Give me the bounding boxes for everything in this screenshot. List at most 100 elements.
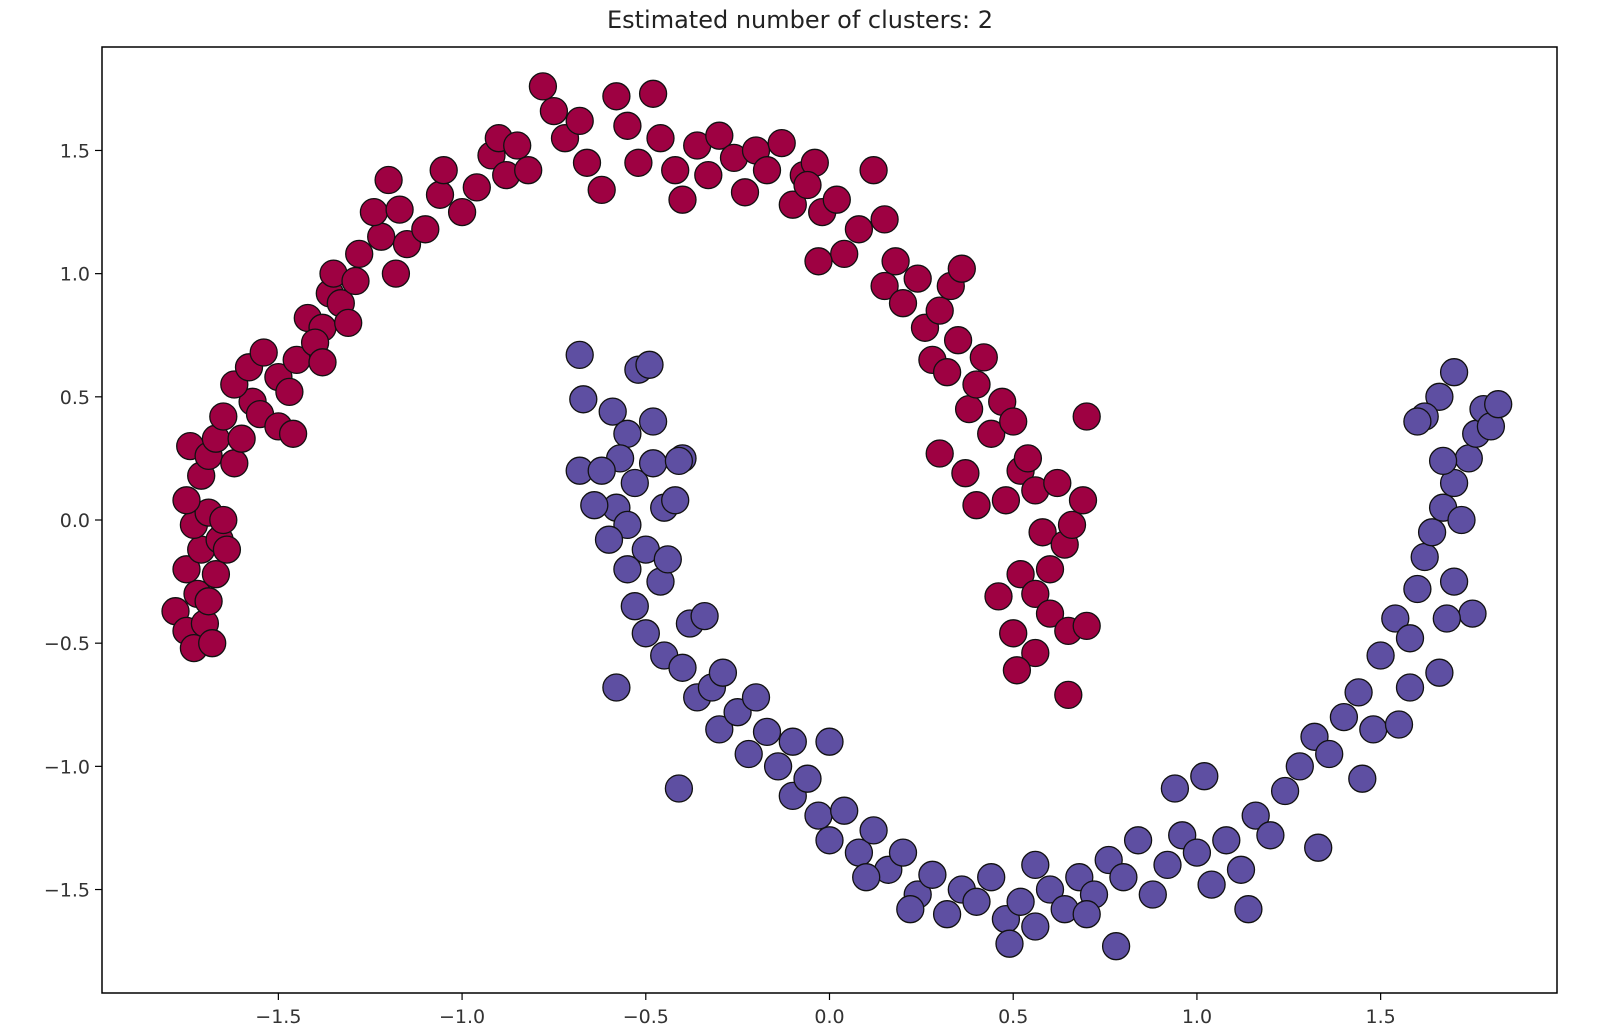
x-tick-label: 0.0 [814,1006,844,1028]
data-point-series-1-72 [1359,715,1388,744]
data-point-series-0-32 [278,419,308,448]
data-point-series-0-128 [962,491,991,520]
data-point-series-1-112 [1234,895,1263,924]
data-point-series-0-65 [602,82,631,111]
y-tick-label: 1.0 [60,264,90,286]
data-point-series-1-96 [1190,762,1219,791]
data-point-series-0-41 [341,266,370,296]
data-point-series-0-62 [565,106,594,136]
data-point-series-0-59 [528,72,558,101]
data-point-series-0-22 [227,424,256,453]
y-tick-label: 1.5 [60,140,90,162]
data-point-series-0-21 [209,402,238,431]
data-point-series-1-31 [763,752,793,781]
data-point-series-0-93 [903,264,932,293]
data-point-series-0-64 [587,175,616,205]
data-point-series-1-19 [620,592,649,621]
data-point-series-1-13 [638,449,668,478]
data-point-series-1-20 [631,619,660,648]
data-point-series-0-121 [1072,611,1101,641]
data-point-series-1-115 [580,491,609,520]
data-point-series-0-30 [275,377,304,407]
data-point-series-1-65 [1256,821,1285,850]
data-point-series-1-29 [741,683,771,712]
data-point-series-0-13 [172,486,201,515]
data-point-series-1-87 [1439,358,1469,387]
data-point-series-1-114 [587,456,616,485]
data-point-series-0-91 [870,271,899,301]
data-point-series-0-46 [385,195,414,224]
data-point-series-1-100 [664,774,694,803]
x-axis: −1.5 −1.0 −0.5 0.0 0.5 1.0 1.5 [255,993,1396,1028]
data-point-series-1-34 [804,801,833,830]
data-point-series-1-55 [1109,863,1138,892]
data-point-series-1-33 [793,764,822,793]
data-point-series-1-99 [995,929,1024,958]
data-point-series-0-68 [638,79,668,108]
data-point-series-1-36 [830,796,859,825]
data-point-series-0-101 [954,394,984,424]
data-point-series-1-57 [1138,880,1167,909]
data-point-series-1-10 [594,525,624,554]
data-point-series-0-129 [984,582,1013,611]
data-point-series-1-62 [1212,826,1241,855]
data-point-series-0-119 [1035,599,1065,628]
data-point-series-1-0 [565,340,594,370]
data-point-series-1-101 [602,673,631,702]
data-point-series-0-70 [661,156,690,185]
data-point-series-0-97 [947,254,976,283]
data-point-series-0-7 [172,555,201,584]
data-point-series-0-74 [705,121,734,150]
data-point-series-0-58 [514,156,543,185]
x-tick-label: 1.0 [1182,1006,1212,1028]
data-point-series-0-126 [925,439,954,468]
data-point-series-0-131 [793,170,822,200]
data-point-series-0-50 [425,180,455,209]
data-point-series-0-69 [646,124,675,153]
data-point-series-0-20 [220,449,249,478]
y-tick-label: −1.5 [44,880,90,902]
data-point-series-1-73 [1366,641,1395,670]
data-point-series-1-63 [1226,855,1256,884]
data-point-series-1-92 [1425,658,1454,687]
x-tick-label: −1.0 [439,1006,485,1028]
data-point-series-1-4 [598,397,627,426]
data-point-series-1-3 [635,350,664,379]
data-point-series-1-46 [977,863,1006,892]
data-point-series-0-6 [194,587,223,616]
data-point-series-0-108 [991,486,1021,515]
data-point-series-0-103 [969,343,998,372]
data-point-series-0-4 [198,629,227,658]
data-point-series-0-123 [1021,638,1050,668]
data-point-series-1-56 [1123,826,1153,855]
x-tick-label: 0.5 [998,1006,1028,1028]
data-point-series-0-42 [345,239,374,269]
data-point-series-0-86 [844,215,874,244]
data-point-series-0-48 [381,259,411,288]
data-point-series-1-119 [1348,764,1377,793]
data-point-series-0-117 [1006,560,1035,589]
data-point-series-0-95 [925,296,954,325]
data-point-series-0-49 [411,215,440,244]
data-point-series-1-49 [1021,850,1050,880]
data-point-series-1-15 [661,486,690,515]
data-point-series-1-64 [1241,801,1270,830]
data-point-series-1-90 [1458,599,1487,628]
data-point-series-1-45 [962,887,991,916]
data-point-series-0-112 [1043,468,1072,498]
data-point-series-0-106 [999,407,1028,436]
data-point-series-1-43 [932,900,962,929]
data-point-series-1-7 [620,468,649,498]
data-point-series-1-27 [723,698,752,727]
y-tick-label: −0.5 [44,633,90,655]
x-tick-label: −0.5 [623,1006,669,1028]
data-point-series-1-91 [1439,567,1469,596]
data-point-series-1-118 [1432,604,1461,633]
data-point-series-0-78 [752,156,782,185]
data-point-series-0-51 [429,156,458,185]
data-point-series-0-125 [1054,680,1083,710]
data-point-series-1-102 [653,545,682,574]
points-layer [161,72,1513,961]
data-point-series-1-66 [1270,776,1300,806]
data-point-series-1-109 [896,895,925,924]
